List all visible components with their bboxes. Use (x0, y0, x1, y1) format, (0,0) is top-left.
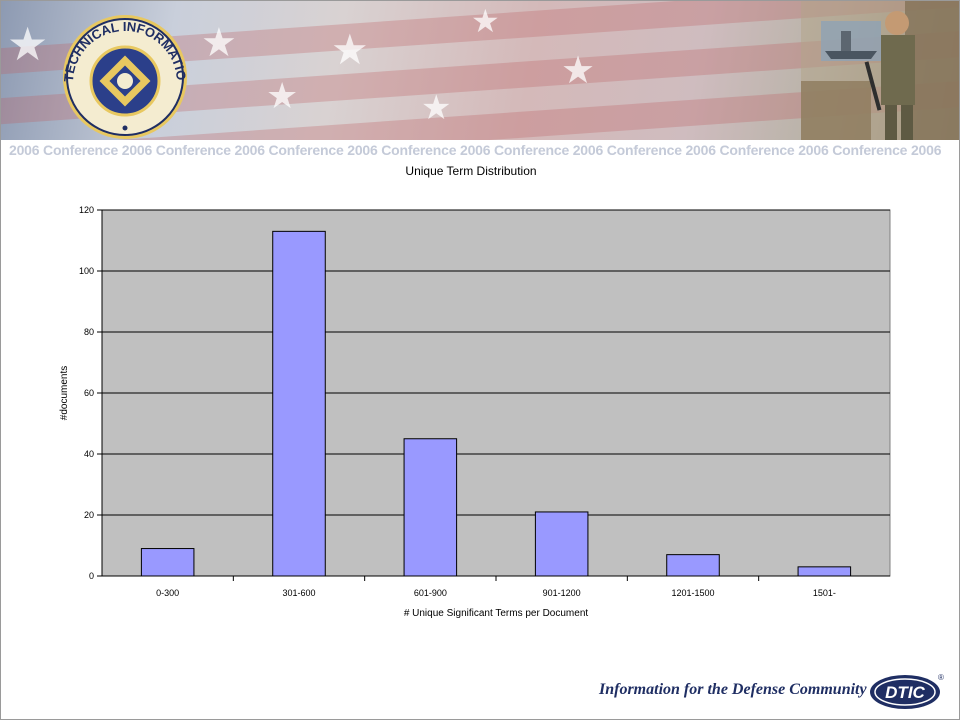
flag-star-icon: ★ (266, 76, 299, 117)
flag-star-icon: ★ (331, 25, 369, 74)
bars (140, 230, 852, 577)
bar-chart: 0 20 40 60 80 100 120 0-300 301-600 601-900 901-12… (59, 205, 891, 619)
tick-labels: 0 20 40 60 80 100 120 0-300 301-600 601-900 901-12… (79, 205, 836, 598)
x-tick-label: 601-900 (414, 588, 447, 598)
y-tick-label: 40 (84, 449, 94, 459)
header-banner: ★ ★ ★ ★ ★ ★ ★ DEFENSE TECHNICAL INFORMAT… (1, 1, 959, 141)
bar (403, 438, 458, 577)
y-tick-label: 0 (89, 571, 94, 581)
soldier-photo-collage (801, 1, 959, 141)
y-tick-label: 20 (84, 510, 94, 520)
bar (666, 554, 720, 577)
flag-star-icon: ★ (561, 48, 596, 92)
chart-title: Unique Term Distribution (405, 164, 537, 178)
y-tick-label: 80 (84, 327, 94, 337)
footer-tagline: Information for the Defense Community (599, 681, 867, 698)
x-axis-title: # Unique Significant Terms per Document (404, 608, 589, 619)
y-tick-label: 120 (79, 205, 94, 215)
y-axis-title: #documents (59, 366, 70, 420)
dtic-logo: DTIC ® (870, 673, 944, 709)
registered-mark: ® (938, 673, 944, 682)
flag-star-icon: ★ (201, 20, 237, 66)
x-tick-label: 1501- (813, 588, 836, 598)
x-tick-label: 0-300 (156, 588, 179, 598)
gridlines (101, 209, 891, 577)
conference-ticker: 2006 Conference 2006 Conference 2006 Con… (1, 140, 959, 162)
x-tick-label: 301-600 (282, 588, 315, 598)
bar (797, 566, 852, 577)
bar (534, 511, 589, 577)
y-tick-label: 100 (79, 266, 94, 276)
x-tick-label: 1201-1500 (671, 588, 714, 598)
conference-ticker-text: 2006 Conference 2006 Conference 2006 Con… (9, 142, 942, 158)
bar (272, 230, 326, 577)
flag-star-icon: ★ (7, 17, 49, 71)
flag-star-icon: ★ (471, 2, 500, 40)
y-tick-label: 60 (84, 388, 94, 398)
dtic-seal-logo: DEFENSE TECHNICAL INFORMATION CENTER (52, 15, 189, 139)
bar (140, 548, 195, 577)
axes (97, 209, 890, 581)
x-tick-label: 901-1200 (543, 588, 581, 598)
flag-star-icon: ★ (421, 88, 452, 128)
dtic-logo-text: DTIC (885, 683, 925, 702)
